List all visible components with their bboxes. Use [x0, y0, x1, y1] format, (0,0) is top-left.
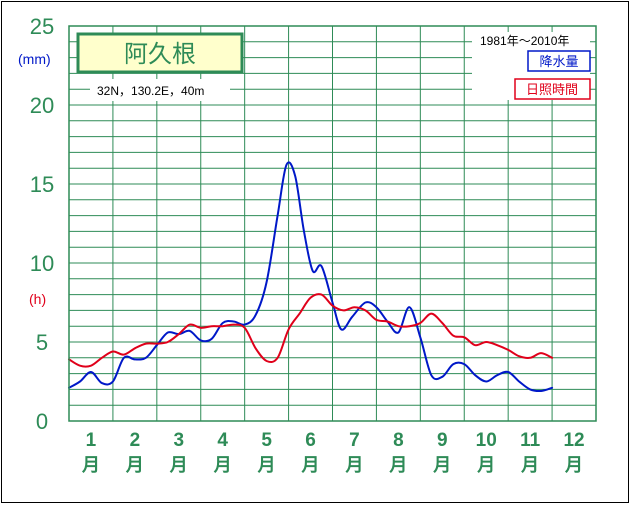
month-number-label: 7 — [349, 430, 360, 451]
series-lines — [68, 161, 554, 393]
y-tick-label: 10 — [30, 251, 54, 276]
month-suffix-label: 月 — [432, 455, 451, 475]
month-number-label: 2 — [130, 430, 141, 451]
y-tick-label: 20 — [30, 93, 54, 118]
month-suffix-label: 月 — [213, 455, 232, 475]
location-info: 32N，130.2E，40m — [97, 84, 204, 98]
month-suffix-label: 月 — [344, 455, 363, 475]
station-box — [76, 32, 244, 74]
legend-precip-label: 降水量 — [539, 54, 578, 69]
precipitation-line — [68, 161, 554, 393]
month-number-label: 4 — [217, 430, 228, 451]
month-suffix-label: 月 — [169, 455, 188, 475]
y-axis-ticks: 0 5 10 15 20 25 — [30, 14, 54, 434]
month-suffix-label: 月 — [81, 455, 100, 475]
month-number-label: 6 — [305, 430, 316, 451]
legend-sun-box — [514, 78, 591, 100]
month-suffix-label: 月 — [564, 455, 583, 475]
month-suffix-label: 月 — [476, 455, 495, 475]
month-number-label: 8 — [393, 430, 404, 451]
x-axis-ticks: 1 月 2 月 3 月 4 月 5 月 6 月 7 月 8 月 9 月 10 月 11 月 12 月 — [81, 430, 585, 475]
y-tick-label: 25 — [30, 14, 54, 39]
month-number-label: 1 — [86, 430, 97, 451]
period-label: 1981年～2010年 — [480, 34, 569, 48]
plot-border — [68, 25, 597, 422]
legend-sun-label: 日照時間 — [526, 82, 578, 97]
legend-precip-box — [527, 50, 591, 72]
unit-mm: (mm) — [18, 51, 51, 67]
month-suffix-label: 月 — [388, 455, 407, 475]
month-suffix-label: 月 — [257, 455, 276, 475]
unit-h: (h) — [29, 291, 46, 307]
month-number-label: 12 — [563, 430, 584, 451]
station-name: 阿久根 — [124, 41, 196, 68]
y-tick-label: 15 — [30, 172, 54, 197]
y-tick-label: 0 — [36, 409, 48, 434]
y-tick-label: 5 — [36, 330, 48, 355]
sunshine-line — [68, 293, 554, 368]
month-number-label: 5 — [261, 430, 272, 451]
month-suffix-label: 月 — [301, 455, 320, 475]
month-number-label: 10 — [476, 430, 497, 451]
info-box — [90, 79, 230, 101]
month-number-label: 3 — [174, 430, 185, 451]
month-number-label: 11 — [520, 430, 541, 451]
month-suffix-label: 月 — [520, 455, 539, 475]
month-number-label: 9 — [437, 430, 448, 451]
month-suffix-label: 月 — [125, 455, 144, 475]
